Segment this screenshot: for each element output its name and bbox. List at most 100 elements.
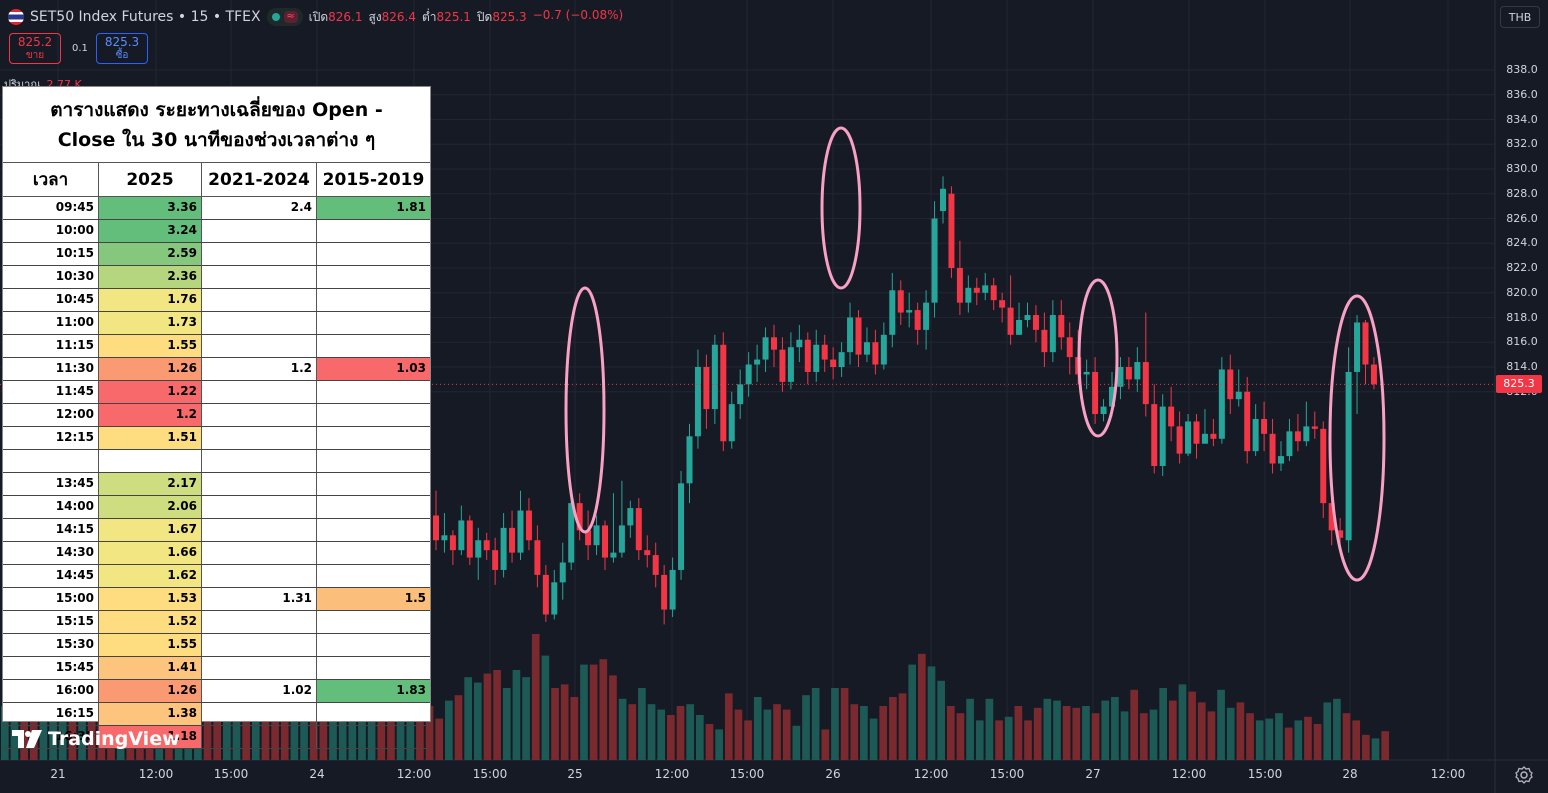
volume-bar bbox=[927, 666, 936, 760]
settings-gear-icon[interactable] bbox=[1514, 765, 1534, 785]
candle-body bbox=[838, 352, 845, 367]
buy-button[interactable]: 825.3 ซื้อ bbox=[96, 33, 148, 64]
table-row bbox=[3, 450, 430, 473]
table-cell: 11:45 bbox=[3, 381, 99, 403]
candle-body bbox=[1328, 503, 1335, 531]
volume-bar bbox=[918, 653, 926, 760]
volume-bar bbox=[1178, 684, 1187, 760]
table-cell: 13:45 bbox=[3, 473, 99, 495]
table-cell: 15:00 bbox=[3, 588, 99, 610]
tradingview-logo-icon bbox=[12, 730, 42, 748]
candle-body bbox=[475, 540, 482, 558]
candle-body bbox=[1125, 367, 1132, 380]
candle-body bbox=[1362, 322, 1369, 365]
volume-bar bbox=[889, 697, 897, 760]
volume-bar bbox=[1168, 700, 1177, 760]
candle-body bbox=[1227, 369, 1234, 400]
price-axis-tick: 822.0 bbox=[1506, 261, 1538, 274]
candle-body bbox=[1066, 337, 1073, 358]
volume-bar bbox=[647, 704, 656, 760]
table-cell bbox=[317, 312, 430, 334]
time-axis-tick: 15:00 bbox=[472, 767, 508, 781]
candle-body bbox=[517, 510, 524, 553]
volume-bar bbox=[1149, 709, 1158, 760]
price-change: −0.7 (−0.08%) bbox=[532, 7, 624, 22]
table-title: ตารางแสดง ระยะทางเฉลี่ยของ Open - Close … bbox=[3, 87, 430, 163]
volume-bar bbox=[782, 709, 791, 760]
volume-bar bbox=[570, 697, 579, 760]
table-cell: 1.02 bbox=[202, 680, 317, 702]
candle-body bbox=[703, 367, 710, 410]
tradingview-logo[interactable]: TradingView bbox=[12, 728, 180, 750]
candle-body bbox=[1294, 431, 1301, 442]
volume-bar bbox=[946, 706, 955, 760]
volume-bar bbox=[811, 688, 820, 760]
candle-body bbox=[855, 317, 862, 355]
table-cell bbox=[202, 703, 317, 725]
volume-bar bbox=[1255, 720, 1264, 760]
table-cell: 1.22 bbox=[99, 381, 202, 403]
table-cell: 1.62 bbox=[99, 565, 202, 587]
table-cell bbox=[317, 427, 430, 449]
table-cell bbox=[99, 450, 202, 472]
table-cell: 1.5 bbox=[317, 588, 430, 610]
price-axis-tick: 834.0 bbox=[1506, 112, 1538, 126]
volume-bar bbox=[560, 684, 569, 760]
candle-body bbox=[627, 508, 634, 526]
table-cell bbox=[317, 266, 430, 288]
volume-bar bbox=[1275, 713, 1283, 760]
candle-body bbox=[880, 334, 887, 365]
volume-bar bbox=[338, 697, 347, 760]
thailand-flag-icon bbox=[8, 9, 24, 25]
candle-body bbox=[1185, 421, 1192, 454]
time-axis-tick: 21 bbox=[50, 767, 66, 781]
volume-bar bbox=[58, 706, 67, 760]
volume-bar bbox=[724, 693, 733, 760]
volume-bar bbox=[860, 706, 868, 760]
time-axis-tick: 12:00 bbox=[396, 767, 432, 781]
sell-button[interactable]: 825.2 ขาย bbox=[9, 33, 61, 64]
volume-bar bbox=[1352, 720, 1361, 760]
volume-bar bbox=[551, 688, 559, 760]
table-row: 14:30 1.66 bbox=[3, 542, 430, 565]
table-cell bbox=[317, 381, 430, 403]
symbol-title[interactable]: SET50 Index Futures • 15 • TFEX bbox=[30, 9, 261, 25]
volume-bar bbox=[589, 664, 598, 760]
candle-body bbox=[686, 436, 693, 484]
price-axis-tick: 832.0 bbox=[1506, 137, 1538, 151]
candle-body bbox=[1083, 371, 1090, 375]
candle-body bbox=[897, 290, 904, 313]
candle-body bbox=[737, 384, 744, 405]
table-cell: 2.4 bbox=[202, 197, 317, 219]
spread-value: 0.1 bbox=[72, 43, 88, 54]
candle-body bbox=[1092, 371, 1099, 415]
table-cell bbox=[202, 519, 317, 541]
volume-bar bbox=[956, 713, 965, 760]
table-cell bbox=[317, 473, 430, 495]
time-axis-tick: 12:00 bbox=[138, 767, 174, 781]
table-cell: 1.76 bbox=[99, 289, 202, 311]
candle-body bbox=[1337, 530, 1344, 538]
time-axis-tick: 12:00 bbox=[913, 767, 949, 781]
volume-bar bbox=[609, 675, 617, 760]
table-cell bbox=[202, 726, 317, 748]
current-price-tag: 825.3 bbox=[1496, 375, 1542, 393]
table-cell: 2.59 bbox=[99, 243, 202, 265]
table-cell bbox=[317, 542, 430, 564]
table-cell: 12:15 bbox=[3, 427, 99, 449]
table-cell: 1.66 bbox=[99, 542, 202, 564]
candle-body bbox=[1201, 433, 1208, 444]
volume-bar bbox=[377, 706, 386, 760]
candle-body bbox=[906, 310, 913, 313]
table-row: 11:00 1.73 bbox=[3, 312, 430, 335]
table-cell: 1.03 bbox=[317, 358, 430, 380]
table-cell: 1.83 bbox=[317, 680, 430, 702]
time-axis-tick: 12:00 bbox=[1430, 767, 1466, 781]
table-row: 12:00 1.2 bbox=[3, 404, 430, 427]
market-status-pill[interactable]: ≈ bbox=[266, 8, 303, 26]
table-cell: 1.26 bbox=[99, 680, 202, 702]
currency-selector[interactable]: THB bbox=[1500, 6, 1540, 28]
volume-bar bbox=[435, 718, 444, 760]
candle-body bbox=[1176, 426, 1183, 454]
price-axis-tick: 824.0 bbox=[1506, 236, 1538, 250]
